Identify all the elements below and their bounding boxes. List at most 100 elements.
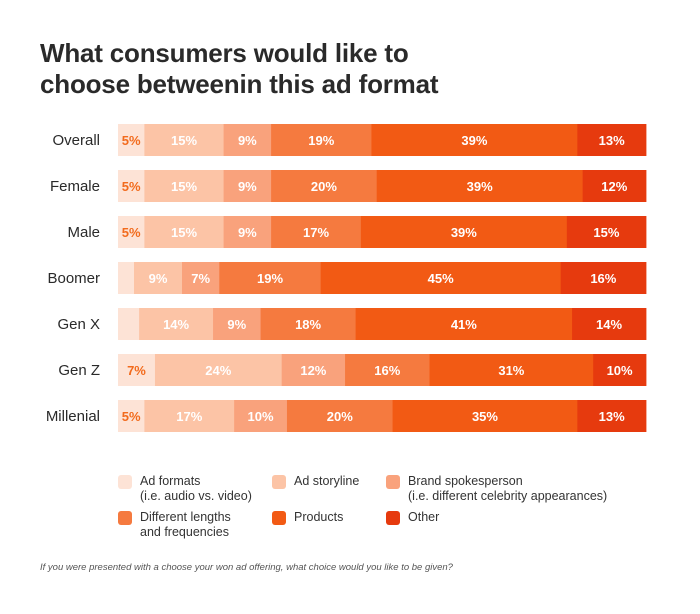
category-label-male: Male xyxy=(67,224,100,241)
legend-item-different-lengths: Different lengths and frequencies xyxy=(118,510,231,540)
footnote: If you were presented with a choose your… xyxy=(40,562,453,573)
category-label-gen-x: Gen X xyxy=(57,316,100,333)
data-label-boomer-different-lengths: 19% xyxy=(257,271,283,286)
data-label-female-other: 12% xyxy=(601,179,627,194)
legend-swatch-brand-spokesperson xyxy=(386,475,400,489)
data-label-boomer-brand-spokesperson: 7% xyxy=(191,271,210,286)
data-label-female-products: 39% xyxy=(467,179,493,194)
data-label-millenial-other: 13% xyxy=(599,409,625,424)
stacked-bar-chart: Overall 5% 15% 9% 19% 39% 13% Female 5% 15% 9% 20% 3… xyxy=(46,124,647,432)
data-label-gen-x-brand-spokesperson: 9% xyxy=(227,317,246,332)
bar-boomer-brand-spokesperson xyxy=(182,262,220,294)
legend-label-ad-formats-line-1: Ad formats xyxy=(140,474,201,488)
bar-gen-x-other xyxy=(572,308,647,340)
bar-overall-other xyxy=(577,124,647,156)
legend-label-products: Products xyxy=(294,510,344,524)
bar-female-products xyxy=(376,170,584,202)
legend-label-other: Other xyxy=(408,510,440,524)
bar-boomer-different-lengths xyxy=(219,262,322,294)
bar-overall-brand-spokesperson xyxy=(223,124,272,156)
data-label-gen-z-products: 31% xyxy=(498,363,524,378)
data-label-millenial-ad-formats: 5% xyxy=(122,409,141,424)
bar-overall-products xyxy=(371,124,578,156)
legend-label-brand-spokesperson-line-1: Brand spokesperson xyxy=(408,474,523,488)
bar-female-different-lengths xyxy=(271,170,378,202)
legend-label-different-lengths-line-2: and frequencies xyxy=(140,525,229,539)
data-label-gen-z-other: 10% xyxy=(607,363,633,378)
data-label-millenial-different-lengths: 20% xyxy=(327,409,353,424)
category-label-boomer: Boomer xyxy=(47,270,100,287)
bar-overall-ad-formats xyxy=(118,124,145,156)
data-label-male-different-lengths: 17% xyxy=(303,225,329,240)
data-label-boomer-other: 16% xyxy=(590,271,616,286)
data-label-male-other: 15% xyxy=(593,225,619,240)
data-label-gen-z-ad-storyline: 24% xyxy=(205,363,231,378)
data-label-overall-ad-formats: 5% xyxy=(122,133,141,148)
data-label-male-ad-storyline: 15% xyxy=(171,225,197,240)
legend-label-brand-spokesperson-line-2: (i.e. different celebrity appearances) xyxy=(408,489,608,503)
bar-gen-z-brand-spokesperson xyxy=(281,354,346,386)
bar-millenial-other xyxy=(577,400,647,432)
data-label-boomer-products: 45% xyxy=(428,271,454,286)
legend-item-brand-spokesperson: Brand spokesperson (i.e. different celeb… xyxy=(386,474,607,504)
bar-male-different-lengths xyxy=(271,216,362,248)
bar-overall-ad-storyline xyxy=(144,124,224,156)
data-label-gen-z-ad-formats: 7% xyxy=(127,363,146,378)
data-label-gen-x-products: 41% xyxy=(451,317,477,332)
data-label-gen-x-ad-storyline: 14% xyxy=(163,317,189,332)
chart-title-line-2: choose betweenin this ad format xyxy=(40,69,439,99)
category-label-gen-z: Gen Z xyxy=(58,362,100,379)
data-label-female-different-lengths: 20% xyxy=(311,179,337,194)
category-label-female: Female xyxy=(50,178,100,195)
bar-boomer-products xyxy=(320,262,562,294)
bar-gen-x-ad-storyline xyxy=(139,308,214,340)
data-label-overall-ad-storyline: 15% xyxy=(171,133,197,148)
bar-male-ad-storyline xyxy=(144,216,224,248)
legend-label-ad-formats-line-2: (i.e. audio vs. video) xyxy=(140,489,252,503)
data-label-millenial-brand-spokesperson: 10% xyxy=(248,409,274,424)
legend-swatch-other xyxy=(386,511,400,525)
legend-swatch-different-lengths xyxy=(118,511,132,525)
data-label-gen-x-other: 14% xyxy=(596,317,622,332)
bar-gen-z-ad-formats xyxy=(118,354,156,386)
bar-male-products xyxy=(360,216,568,248)
bar-overall-different-lengths xyxy=(271,124,372,156)
legend-item-ad-storyline: Ad storyline xyxy=(272,474,359,489)
bar-boomer-ad-formats xyxy=(118,262,135,294)
data-label-millenial-products: 35% xyxy=(472,409,498,424)
bar-female-brand-spokesperson xyxy=(223,170,272,202)
bar-gen-z-different-lengths xyxy=(345,354,430,386)
category-label-overall: Overall xyxy=(52,132,100,149)
category-label-millenial: Millenial xyxy=(46,408,100,425)
legend-swatch-ad-storyline xyxy=(272,475,286,489)
legend-swatch-products xyxy=(272,511,286,525)
bar-male-brand-spokesperson xyxy=(223,216,272,248)
data-label-overall-products: 39% xyxy=(461,133,487,148)
data-label-male-ad-formats: 5% xyxy=(122,225,141,240)
legend-swatch-ad-formats xyxy=(118,475,132,489)
data-label-overall-other: 13% xyxy=(599,133,625,148)
bar-gen-z-products xyxy=(429,354,594,386)
data-label-overall-different-lengths: 19% xyxy=(308,133,334,148)
data-label-female-ad-storyline: 15% xyxy=(171,179,197,194)
data-label-female-ad-formats: 5% xyxy=(122,179,141,194)
bar-gen-z-other xyxy=(593,354,647,386)
bar-boomer-other xyxy=(560,262,647,294)
legend-label-different-lengths-line-1: Different lengths xyxy=(140,510,231,524)
data-label-gen-z-brand-spokesperson: 12% xyxy=(300,363,326,378)
bar-male-other xyxy=(566,216,647,248)
bar-gen-x-different-lengths xyxy=(260,308,356,340)
data-label-boomer-ad-storyline: 9% xyxy=(149,271,168,286)
data-label-female-brand-spokesperson: 9% xyxy=(238,179,257,194)
bar-female-ad-storyline xyxy=(144,170,224,202)
bar-gen-z-ad-storyline xyxy=(154,354,283,386)
bar-gen-x-brand-spokesperson xyxy=(213,308,261,340)
data-label-gen-x-different-lengths: 18% xyxy=(295,317,321,332)
chart-title: What consumers would like to choose betw… xyxy=(40,38,640,100)
chart-title-line-1: What consumers would like to xyxy=(40,38,409,68)
bar-boomer-ad-storyline xyxy=(134,262,183,294)
legend-item-products: Products xyxy=(272,510,343,525)
bar-female-ad-formats xyxy=(118,170,145,202)
data-label-male-brand-spokesperson: 9% xyxy=(238,225,257,240)
data-label-millenial-ad-storyline: 17% xyxy=(176,409,202,424)
